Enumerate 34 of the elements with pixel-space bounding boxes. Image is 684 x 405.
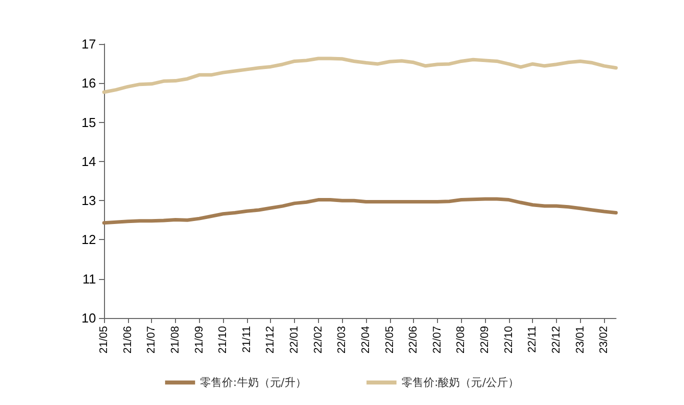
line-series — [102, 56, 618, 94]
line-series — [102, 197, 618, 225]
x-tick-label: 22/08 — [455, 326, 468, 354]
x-tick-label: 22/02 — [312, 326, 324, 354]
y-tick-label: 10 — [82, 310, 96, 326]
x-tick-label: 23/02 — [598, 326, 610, 354]
x-tick-label: 21/12 — [264, 326, 277, 354]
y-tick-label: 15 — [82, 114, 96, 130]
y-tick-label: 16 — [82, 76, 96, 91]
x-tick-label: 21/11 — [240, 326, 253, 353]
x-tick-label: 21/05 — [98, 326, 110, 354]
legend-label: 零售价:牛奶（元/升） — [200, 376, 307, 389]
x-tick-label: 22/04 — [360, 326, 372, 354]
y-tick-label: 17 — [82, 36, 96, 52]
x-tick-label: 22/03 — [336, 326, 348, 354]
x-tick-label: 22/01 — [288, 326, 301, 354]
y-tick-label: 13 — [82, 193, 96, 208]
x-tick-label: 21/06 — [122, 326, 134, 354]
y-tick-label: 11 — [82, 271, 96, 286]
x-tick-label: 23/01 — [574, 326, 586, 354]
x-tick-label: 21/08 — [169, 326, 182, 354]
x-tick-label: 22/06 — [408, 326, 420, 354]
x-tick-label: 21/09 — [193, 326, 206, 354]
x-tick-label: 22/07 — [431, 326, 444, 354]
y-tick-label: 14 — [82, 154, 96, 169]
x-tick-label: 22/10 — [502, 326, 515, 354]
y-tick-label: 12 — [82, 232, 96, 248]
legend-label: 零售价:酸奶（元/公斤） — [402, 376, 519, 389]
x-tick-label: 21/07 — [146, 326, 158, 354]
x-tick-label: 21/10 — [217, 326, 230, 354]
x-tick-label: 22/12 — [550, 326, 562, 354]
x-tick-label: 22/11 — [526, 326, 539, 353]
x-tick-label: 22/05 — [384, 326, 396, 354]
x-tick-label: 22/09 — [479, 326, 492, 354]
